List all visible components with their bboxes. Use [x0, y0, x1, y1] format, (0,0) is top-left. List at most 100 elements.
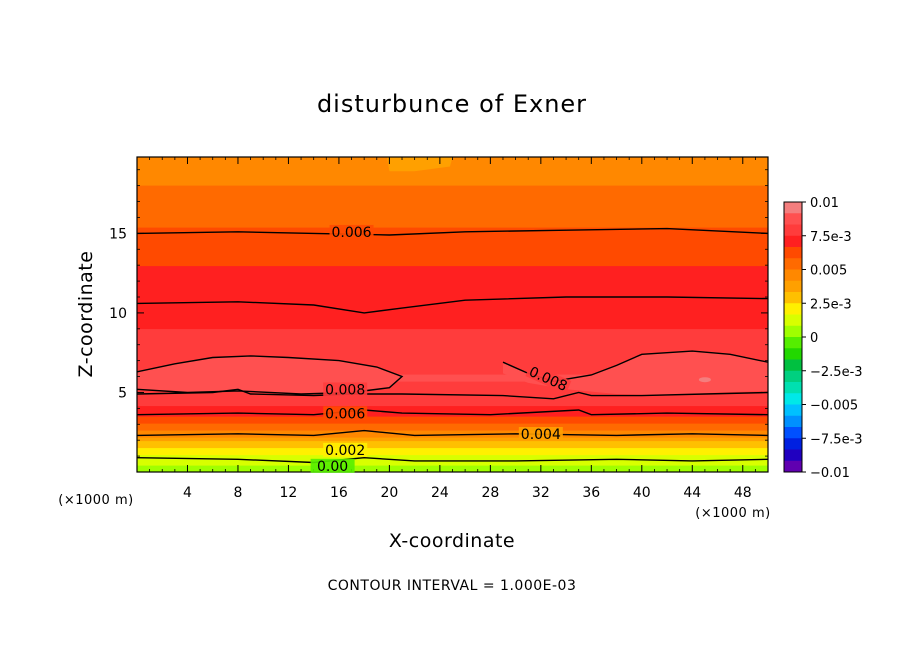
fill-band [137, 360, 768, 365]
contour-line [137, 429, 768, 437]
fill-band [137, 356, 768, 361]
fill-band [137, 391, 768, 396]
colorbar-swatch [784, 393, 802, 405]
x-axis: 4 8 12 16 20 24 28 32 36 40 44 48 [149, 157, 756, 501]
fill-band [137, 398, 768, 403]
fill-band [137, 321, 768, 326]
fill-band [137, 237, 768, 242]
fill-band [137, 307, 768, 312]
fill-band [137, 185, 768, 190]
contour-line [137, 227, 768, 236]
fill-band [137, 461, 768, 466]
fill-band [137, 234, 768, 239]
y-tick-label: 10 [109, 306, 127, 322]
colorbar-swatch [784, 247, 802, 259]
colorbar-tick-label: −0.005 [810, 399, 858, 414]
fill-band [137, 251, 768, 256]
colorbar-tick-label: 0.005 [810, 264, 847, 279]
contour-fill-bands [137, 157, 768, 472]
fill-band [137, 269, 768, 274]
colorbar-tick-label: −0.01 [810, 466, 850, 481]
colorbar-swatch [784, 438, 802, 450]
x-tick-label: 32 [532, 485, 550, 501]
x-tick-label: 40 [633, 485, 651, 501]
fill-band [137, 223, 768, 228]
contour-line [137, 409, 768, 416]
colorbar-tick-label: −7.5e-3 [810, 432, 863, 447]
fill-band [137, 178, 768, 183]
fill-band [137, 335, 768, 340]
fill-band [137, 416, 768, 421]
fill-band [137, 381, 768, 386]
contour-label: 0.00 [317, 459, 348, 475]
contour-line [137, 296, 768, 314]
colorbar-swatch [784, 337, 802, 349]
fill-band [137, 174, 768, 179]
fill-band [137, 209, 768, 214]
x-tick-label: 36 [582, 485, 600, 501]
fill-band [137, 451, 768, 456]
fill-band [137, 384, 768, 389]
fill-band [137, 426, 768, 431]
colorbar-swatch [784, 292, 802, 304]
x-tick-label: 20 [380, 485, 398, 501]
fill-band [137, 377, 768, 382]
colorbar-swatch [784, 348, 802, 360]
x-tick-label: 4 [183, 485, 192, 501]
colorbar-swatch [784, 303, 802, 315]
fill-band [137, 290, 768, 295]
y-tick-label: 5 [118, 385, 127, 401]
fill-band [137, 167, 768, 172]
fill-band [137, 258, 768, 263]
colorbar-tick-label: 0 [810, 331, 818, 346]
x-axis-unit: (×1000 m) [695, 506, 770, 521]
fill-band [137, 265, 768, 270]
fill-band [137, 444, 768, 449]
fill-band [137, 248, 768, 253]
contour-line [137, 456, 768, 464]
fill-band [137, 283, 768, 288]
fill-band [137, 202, 768, 207]
fill-band [137, 171, 768, 176]
plot-area [137, 157, 768, 472]
colorbar-tick-label: 7.5e-3 [810, 230, 852, 245]
fill-band [137, 244, 768, 249]
x-tick-label: 16 [330, 485, 348, 501]
fill-band [137, 346, 768, 351]
colorbar-swatch [784, 382, 802, 394]
fill-band [137, 272, 768, 277]
x-tick-label: 48 [734, 485, 752, 501]
fill-band [137, 262, 768, 267]
fill-band [137, 227, 768, 232]
fill-band [137, 181, 768, 186]
colorbar [783, 201, 803, 473]
fill-band [137, 419, 768, 424]
fill-band [137, 220, 768, 225]
contour-patch [698, 377, 711, 383]
x-tick-label: 24 [431, 485, 449, 501]
fill-band [137, 311, 768, 316]
contour-line [137, 388, 768, 400]
x-tick-label: 8 [233, 485, 242, 501]
contour-interval-note: CONTOUR INTERVAL = 1.000E-03 [328, 578, 577, 594]
fill-band [137, 192, 768, 197]
fill-band [137, 188, 768, 193]
colorbar-swatch [784, 235, 802, 248]
y-axis: 5 10 15 [109, 169, 768, 457]
fill-band [137, 332, 768, 337]
fill-band [137, 440, 768, 445]
colorbar-swatch [784, 359, 802, 372]
y-tick-label: 15 [109, 226, 127, 242]
colorbar-swatch [784, 280, 802, 293]
colorbar-swatch [784, 258, 802, 270]
colorbar-swatch [784, 314, 802, 327]
fill-band [137, 279, 768, 284]
fill-band [137, 374, 768, 379]
fill-band [137, 318, 768, 323]
colorbar-swatch [784, 370, 802, 383]
fill-band [137, 433, 768, 438]
fill-band [137, 405, 768, 410]
fill-band [137, 328, 768, 333]
fill-band [137, 349, 768, 354]
contour-line [137, 355, 404, 395]
